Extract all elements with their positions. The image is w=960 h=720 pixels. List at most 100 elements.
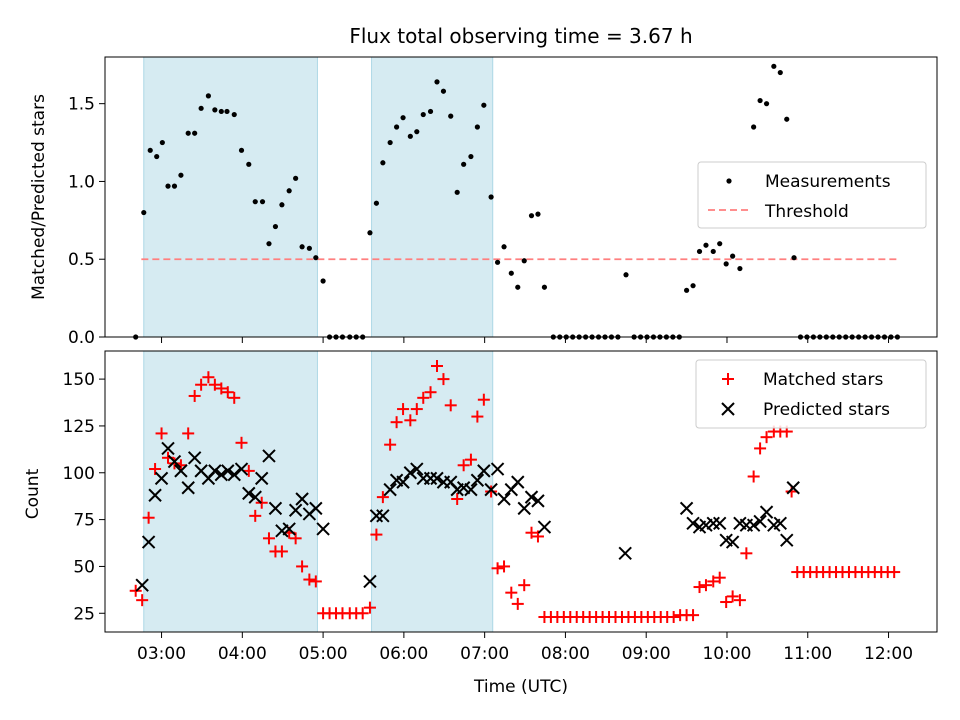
predicted-point-34 — [403, 466, 418, 480]
measurement-point-10 — [198, 105, 204, 111]
measurement-point-41 — [407, 133, 413, 139]
matched-point-87 — [707, 575, 720, 588]
top-shaded-intervals — [143, 56, 494, 338]
matched-point-41 — [404, 414, 417, 427]
bottom-xtick-label-4: 07:00 — [460, 644, 509, 664]
matched-point-25 — [296, 560, 309, 573]
bottom-legend: Matched stars Predicted stars — [695, 359, 927, 429]
measurement-point-2 — [147, 147, 153, 153]
matched-point-55 — [498, 560, 511, 573]
measurement-point-57 — [515, 284, 521, 290]
predicted-point-66 — [746, 518, 761, 532]
measurement-point-11 — [205, 93, 211, 99]
matched-point-59 — [525, 526, 538, 539]
top-legend-box — [697, 161, 927, 229]
matched-point-15 — [228, 391, 241, 404]
bottom-xtick-label-0: 03:00 — [137, 644, 186, 664]
bottom-xtick-label-3: 06:00 — [379, 644, 428, 664]
predicted-point-29 — [369, 509, 384, 523]
predicted-point-2 — [148, 488, 162, 502]
matched-point-42 — [410, 403, 423, 416]
matched-point-13 — [215, 382, 228, 395]
matched-point-93 — [747, 470, 760, 483]
matched-point-34 — [356, 607, 369, 620]
measurement-point-24 — [293, 175, 299, 181]
legend-measurements-label: Measurements — [765, 172, 891, 192]
predicted-point-45 — [477, 464, 491, 478]
top-legend: Measurements Threshold — [697, 161, 927, 229]
predicted-point-53 — [531, 494, 545, 508]
predicted-point-35 — [410, 462, 424, 476]
measurement-point-85 — [703, 242, 709, 248]
predicted-point-47 — [490, 462, 505, 476]
predicted-point-16 — [242, 486, 256, 501]
measurement-point-19 — [259, 199, 266, 205]
measurement-point-59 — [528, 213, 535, 219]
measurement-point-17 — [246, 161, 252, 167]
matched-point-6 — [168, 457, 181, 470]
top-shaded-interval-0 — [143, 56, 318, 338]
predicted-point-61 — [713, 516, 727, 531]
matched-point-50 — [464, 453, 477, 466]
legend-matched-marker — [722, 373, 734, 385]
predicted-point-30 — [376, 509, 390, 523]
predicted-point-20 — [268, 501, 283, 516]
measurement-point-25 — [299, 244, 305, 250]
measurement-point-97 — [791, 255, 797, 261]
measurement-point-93 — [763, 101, 770, 107]
measurement-point-16 — [238, 147, 245, 153]
predicted-point-33 — [396, 475, 410, 489]
matched-point-8 — [182, 427, 195, 440]
matched-point-2 — [142, 511, 155, 524]
measurement-point-86 — [710, 248, 716, 255]
matched-point-88 — [713, 571, 726, 584]
bottom-xtick-label-1: 04:00 — [218, 644, 267, 664]
predicted-point-48 — [497, 492, 511, 506]
measurement-point-92 — [757, 97, 763, 104]
matched-point-86 — [699, 579, 712, 592]
matched-point-46 — [437, 373, 450, 386]
matched-point-92 — [740, 547, 753, 560]
legend-predicted-label: Predicted stars — [763, 400, 890, 420]
measurement-point-9 — [192, 130, 198, 136]
matched-point-56 — [505, 586, 518, 599]
measurement-point-90 — [737, 265, 743, 272]
measurement-point-44 — [427, 108, 434, 115]
predicted-point-0 — [135, 578, 149, 592]
measurement-point-5 — [165, 183, 171, 189]
predicted-point-5 — [167, 454, 182, 469]
measurement-point-55 — [501, 244, 507, 250]
predicted-point-63 — [725, 535, 740, 549]
measurement-point-36 — [373, 200, 380, 206]
predicted-point-56 — [679, 501, 694, 516]
measurement-point-18 — [252, 199, 258, 205]
measurement-point-50 — [468, 153, 474, 160]
matched-point-43 — [417, 391, 430, 404]
predicted-point-1 — [141, 535, 156, 549]
measurement-point-14 — [224, 108, 230, 115]
top-ylabel: Matched/Predicted stars — [29, 94, 49, 300]
measurement-point-53 — [488, 194, 494, 200]
measurement-point-73 — [623, 272, 629, 278]
predicted-point-23 — [288, 503, 303, 517]
matched-point-57 — [511, 597, 524, 610]
measurement-point-54 — [494, 259, 501, 265]
predicted-point-38 — [430, 471, 444, 486]
bottom-ytick-label-4: 125 — [63, 417, 95, 437]
predicted-point-18 — [254, 471, 269, 486]
measurement-point-1 — [141, 209, 147, 216]
predicted-point-60 — [706, 516, 720, 531]
predicted-point-28 — [363, 574, 377, 589]
bottom-ytick-label-5: 150 — [63, 370, 95, 390]
bottom-legend-box — [695, 359, 927, 429]
matched-point-4 — [155, 427, 168, 440]
matched-point-58 — [518, 579, 531, 592]
predicted-point-37 — [423, 471, 438, 486]
measurement-point-84 — [696, 248, 703, 255]
predicted-point-22 — [282, 522, 296, 536]
measurement-point-89 — [730, 253, 736, 259]
matched-point-19 — [255, 496, 268, 509]
measurement-point-12 — [212, 107, 218, 113]
matched-point-115 — [888, 566, 901, 579]
